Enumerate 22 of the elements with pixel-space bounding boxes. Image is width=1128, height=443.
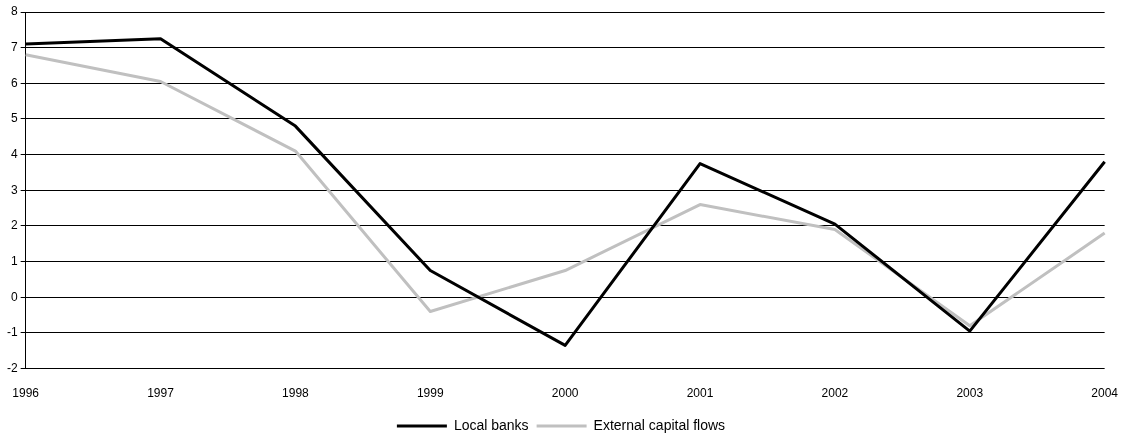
y-tick-label: 0 (10, 289, 18, 304)
y-tick-label: 1 (10, 253, 18, 268)
y-tick-label: -2 (7, 360, 18, 375)
x-tick-label: 1996 (12, 386, 40, 401)
x-tick-label: 2004 (1091, 386, 1119, 401)
y-tick-label: -1 (7, 325, 18, 340)
y-tick-label: 5 (10, 111, 18, 126)
x-tick-label: 2003 (956, 386, 984, 401)
x-tick-label: 1999 (416, 386, 444, 401)
x-tick-label: 2001 (686, 386, 714, 401)
y-tick-label: 3 (10, 182, 18, 197)
x-tick-label: 2002 (821, 386, 849, 401)
y-tick-label: 8 (10, 4, 18, 19)
x-tick-label: 2000 (551, 386, 579, 401)
y-tick-label: 2 (10, 218, 18, 233)
x-tick-label: 1998 (282, 386, 310, 401)
legend-label: Local banks (453, 416, 529, 433)
x-tick-label: 1997 (147, 386, 175, 401)
y-tick-label: 6 (10, 75, 18, 90)
y-tick-label: 4 (10, 146, 18, 161)
y-tick-label: 7 (10, 39, 18, 54)
legend-label: External capital flows (593, 416, 726, 433)
